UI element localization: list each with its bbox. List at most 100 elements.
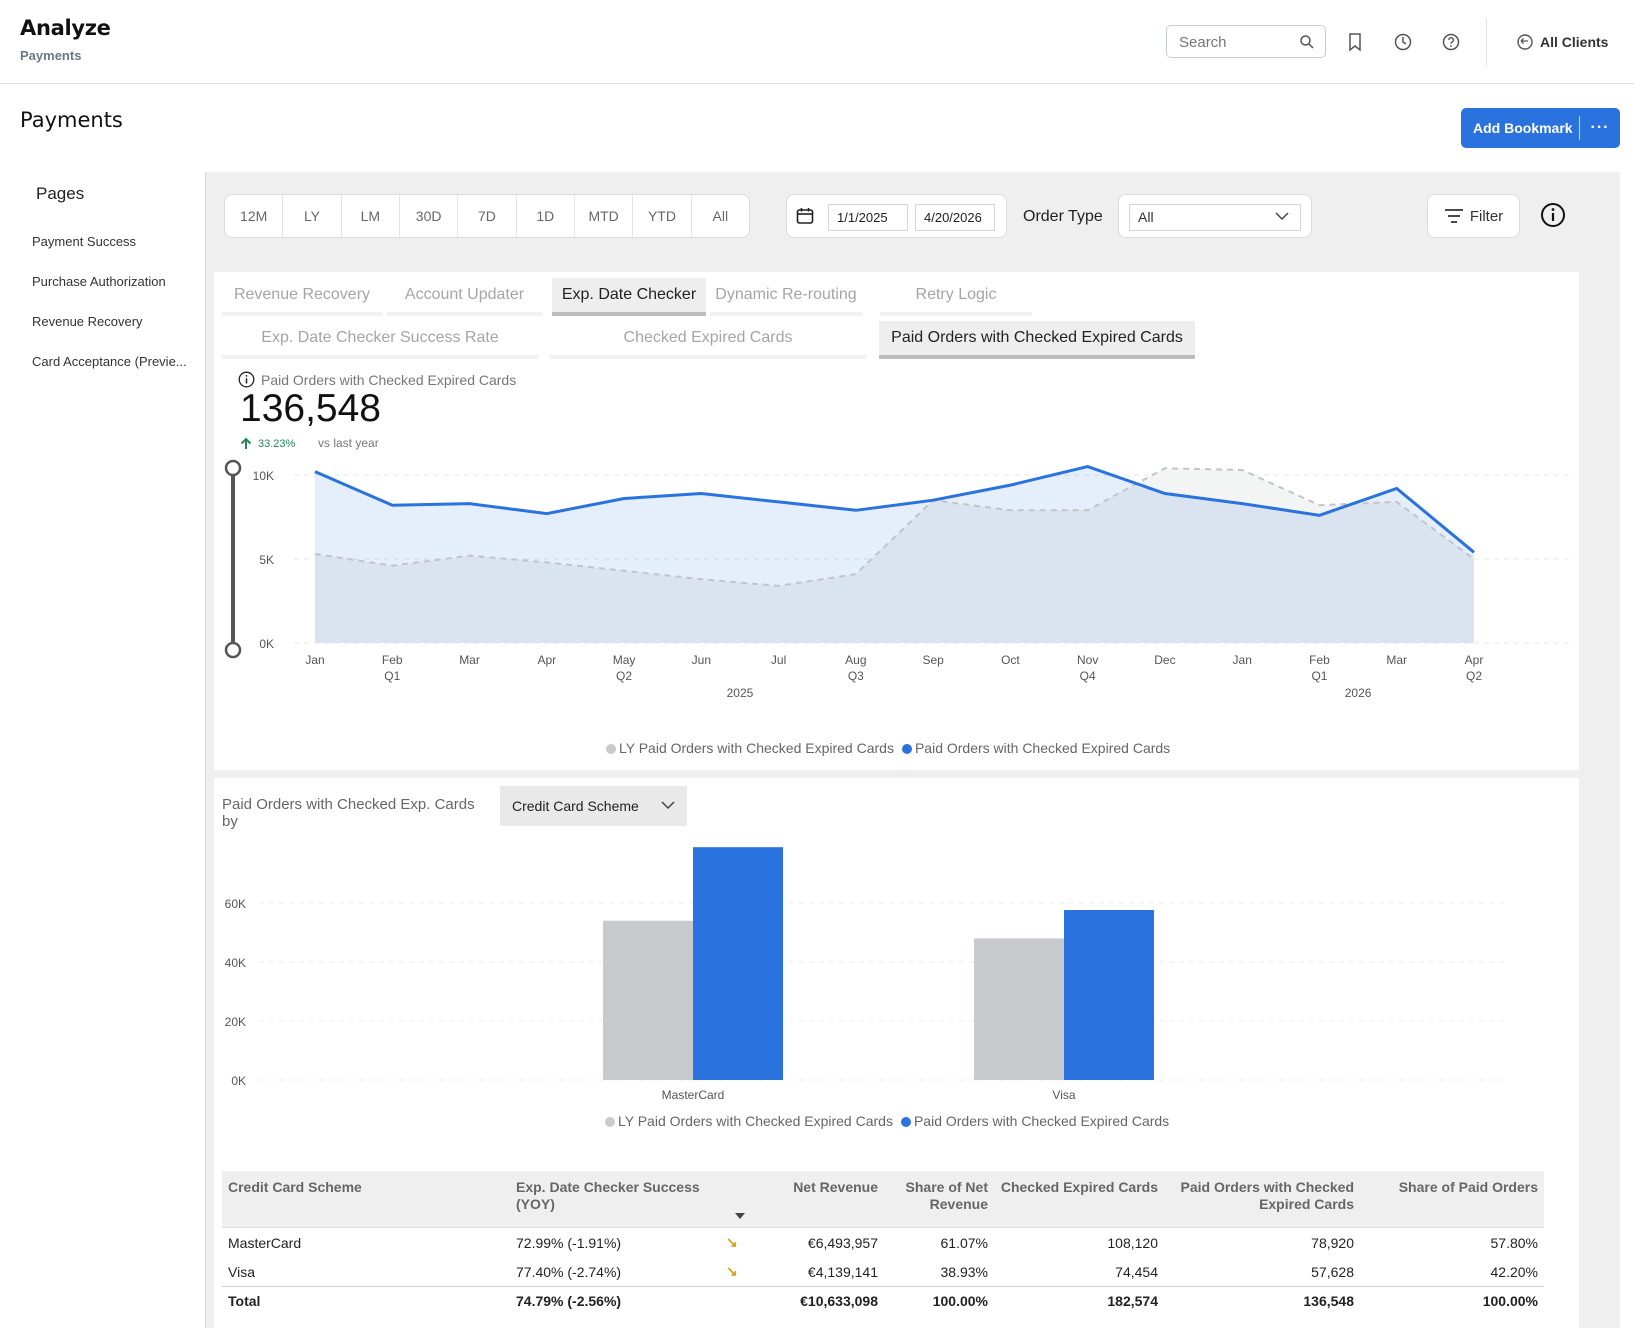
period-1d-button[interactable]: 1D xyxy=(517,195,575,237)
col-header-success[interactable]: Exp. Date Checker Success (YOY) xyxy=(510,1171,720,1228)
tab-paid-orders-checked[interactable]: Paid Orders with Checked Expired Cards xyxy=(879,321,1195,359)
x-category-label: MasterCard xyxy=(662,1088,725,1102)
period-all-button[interactable]: All xyxy=(712,208,729,224)
history-icon[interactable] xyxy=(1392,31,1414,53)
col-header-share-net-revenue[interactable]: Share of Net Revenue xyxy=(884,1171,994,1228)
filter-icon xyxy=(1444,209,1463,223)
period-12m-button[interactable]: 12M xyxy=(225,195,284,237)
tab-exp-date-checker[interactable]: Exp. Date Checker xyxy=(552,278,706,316)
period-ly-button[interactable]: LY xyxy=(283,195,342,237)
cell-total-success: 74.79% (-2.56%) xyxy=(510,1286,720,1316)
kpi-label: Paid Orders with Checked Expired Cards xyxy=(238,371,516,388)
cell-scheme: MasterCard xyxy=(228,1234,302,1251)
pages-panel: Pages Payment Success Purchase Authoriza… xyxy=(20,172,206,1328)
filter-button[interactable]: Filter xyxy=(1427,194,1520,238)
y-tick-label: 20K xyxy=(225,1015,246,1029)
x-tick-label: Mar xyxy=(1386,653,1407,667)
table-total-row: Total 74.79% (-2.56%) €10,633,098 100.00… xyxy=(222,1286,1544,1316)
x-category-label: Visa xyxy=(1052,1088,1075,1102)
cell-total-share-paid-orders: 100.00% xyxy=(1360,1286,1544,1316)
cell-paid-orders: 57,628 xyxy=(1311,1263,1354,1280)
cell-scheme: Visa xyxy=(228,1263,255,1280)
tab-dynamic-rerouting[interactable]: Dynamic Re-routing xyxy=(710,278,862,316)
page-link-purchase-authorization[interactable]: Purchase Authorization xyxy=(32,274,166,289)
col-header-net-revenue[interactable]: Net Revenue xyxy=(760,1171,884,1228)
date-from-input[interactable]: 1/1/2025 xyxy=(828,204,908,231)
x-tick-label: Jun xyxy=(692,653,711,667)
tab-retry-logic[interactable]: Retry Logic xyxy=(880,278,1032,316)
ly-series-area xyxy=(315,468,1474,643)
tab-account-updater[interactable]: Account Updater xyxy=(387,278,542,316)
legend-item-current[interactable]: Paid Orders with Checked Expired Cards xyxy=(900,1113,1169,1129)
all-clients-label: All Clients xyxy=(1540,34,1609,50)
kpi-value: 136,548 xyxy=(240,387,381,430)
kpi-vs-label: vs last year xyxy=(318,436,379,450)
order-type-select[interactable]: All xyxy=(1118,194,1312,238)
cell-total-label: Total xyxy=(222,1286,510,1316)
page-link-revenue-recovery[interactable]: Revenue Recovery xyxy=(32,314,143,329)
x-tick-label: May xyxy=(613,653,636,667)
calendar-icon[interactable] xyxy=(795,206,815,226)
cell-total-net-revenue: €10,633,098 xyxy=(760,1286,884,1316)
x-tick-label: Aug xyxy=(845,653,866,667)
legend-item-ly[interactable]: LY Paid Orders with Checked Expired Card… xyxy=(606,740,894,756)
col-header-scheme[interactable]: Credit Card Scheme xyxy=(222,1171,510,1228)
current-series-line xyxy=(314,465,1475,554)
date-to-input[interactable]: 4/20/2026 xyxy=(915,204,995,231)
more-options-button[interactable]: ··· xyxy=(1590,119,1610,136)
table-row[interactable]: Visa 77.40% (-2.74%) ↘ €4,139,141 38.93%… xyxy=(222,1257,1544,1287)
cell-success: 72.99% (-1.91%) xyxy=(516,1234,622,1251)
x-tick-label: Nov xyxy=(1077,653,1098,667)
sort-control[interactable] xyxy=(720,1171,760,1228)
range-slider-bottom-handle xyxy=(224,641,242,659)
app-subtitle[interactable]: Payments xyxy=(20,48,82,63)
bookmark-icon[interactable] xyxy=(1344,31,1366,53)
trend-down-icon: ↘ xyxy=(726,1263,738,1279)
x-year-label: 2025 xyxy=(727,686,754,700)
cell-total-checked-expired: 182,574 xyxy=(994,1286,1164,1316)
col-header-paid-orders[interactable]: Paid Orders with Checked Expired Cards xyxy=(1164,1171,1360,1228)
trend-down-icon: ↘ xyxy=(726,1234,738,1250)
ly-bar xyxy=(974,938,1064,1080)
legend-label-current: Paid Orders with Checked Expired Cards xyxy=(914,740,1171,756)
x-tick-label: Apr xyxy=(1465,653,1484,667)
period-lm-button[interactable]: LM xyxy=(342,195,400,237)
page-link-card-acceptance[interactable]: Card Acceptance (Previe... xyxy=(32,354,187,369)
search-placeholder: Search xyxy=(1179,34,1227,51)
table-row[interactable]: MasterCard 72.99% (-1.91%) ↘ €6,493,957 … xyxy=(222,1228,1544,1258)
pages-title: Pages xyxy=(36,184,85,203)
client-switch-icon xyxy=(1517,34,1533,50)
legend-item-current[interactable]: Paid Orders with Checked Expired Cards xyxy=(901,740,1171,756)
trend-card: Revenue Recovery Account Updater Exp. Da… xyxy=(214,272,1579,770)
help-icon[interactable] xyxy=(1440,31,1462,53)
main-content: 12M LY LM 30D 7D 1D MTD YTD All 1/1/2025… xyxy=(206,172,1620,1328)
cell-success: 77.40% (-2.74%) xyxy=(516,1263,622,1280)
tab-success-rate[interactable]: Exp. Date Checker Success Rate xyxy=(222,321,538,359)
legend-item-ly[interactable]: LY Paid Orders with Checked Expired Card… xyxy=(605,1113,893,1129)
period-30d-button[interactable]: 30D xyxy=(400,195,459,237)
kpi-label-text: Paid Orders with Checked Expired Cards xyxy=(261,371,517,388)
kpi-info-icon[interactable] xyxy=(238,371,255,388)
period-ytd-button[interactable]: YTD xyxy=(633,195,692,237)
all-clients-button[interactable]: All Clients xyxy=(1516,30,1608,54)
header-divider xyxy=(1486,18,1487,66)
cell-checked-expired: 74,454 xyxy=(1115,1263,1158,1280)
info-icon[interactable] xyxy=(1540,202,1566,228)
period-selector: 12M LY LM 30D 7D 1D MTD YTD All xyxy=(224,194,750,238)
col-header-share-paid-orders[interactable]: Share of Paid Orders xyxy=(1360,1171,1544,1228)
tab-checked-expired-cards[interactable]: Checked Expired Cards xyxy=(550,321,866,359)
search-input[interactable]: Search xyxy=(1166,25,1326,58)
dimension-select[interactable]: Credit Card Scheme xyxy=(500,786,687,826)
period-7d-button[interactable]: 7D xyxy=(458,195,517,237)
page-link-payment-success[interactable]: Payment Success xyxy=(32,234,137,249)
button-divider xyxy=(1579,116,1580,140)
add-bookmark-button[interactable]: Add Bookmark ··· xyxy=(1461,108,1620,148)
tab-revenue-recovery[interactable]: Revenue Recovery xyxy=(222,278,382,316)
col-header-checked-expired[interactable]: Checked Expired Cards xyxy=(994,1171,1164,1228)
x-quarter-label: Q2 xyxy=(616,669,632,683)
line-legend: LY Paid Orders with Checked Expired Card… xyxy=(606,740,1170,756)
current-series-area xyxy=(315,466,1474,643)
order-type-value: All xyxy=(1129,204,1301,231)
period-mtd-button[interactable]: MTD xyxy=(575,195,634,237)
y-tick-label: 0K xyxy=(259,637,274,651)
